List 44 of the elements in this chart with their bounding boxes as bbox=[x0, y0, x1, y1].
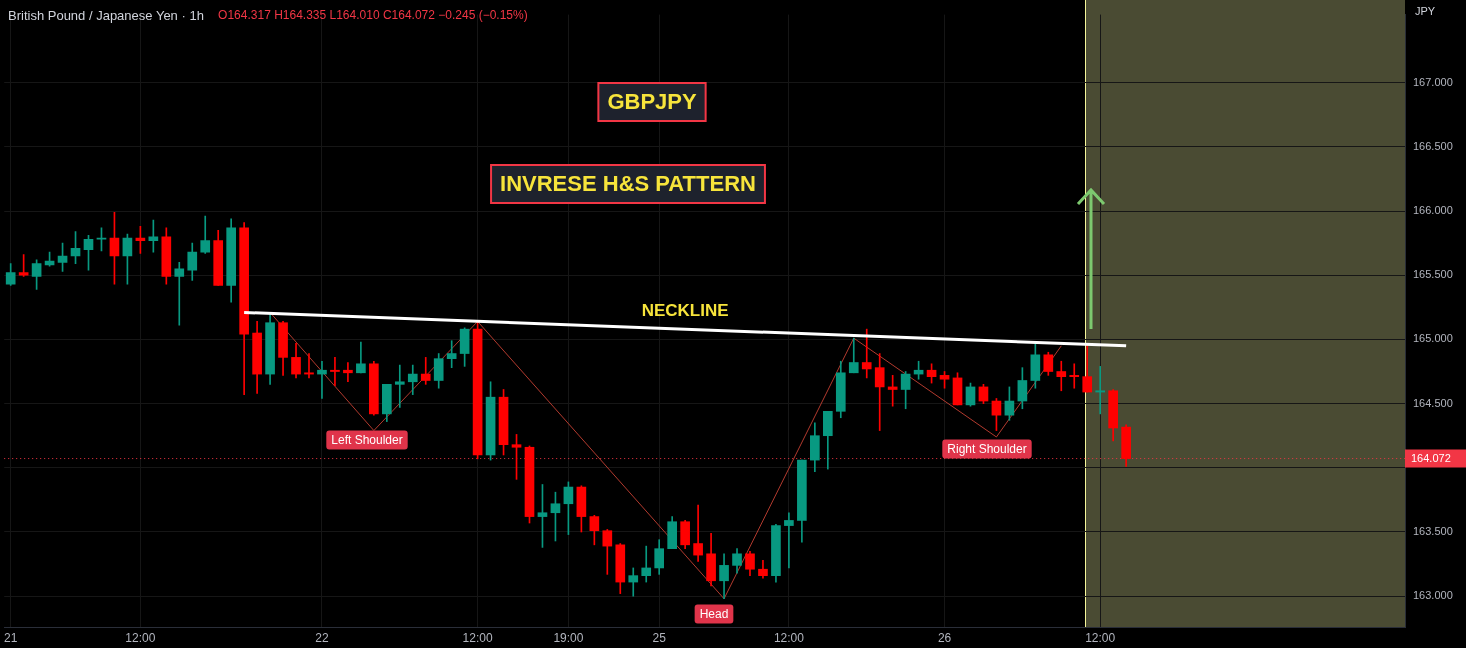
candlestick bbox=[641, 545, 652, 583]
annotation: Head bbox=[699, 607, 729, 622]
annotation: GBPJPY bbox=[607, 89, 697, 115]
candlestick bbox=[784, 512, 794, 569]
candlestick bbox=[1056, 360, 1067, 392]
candlestick bbox=[861, 328, 872, 379]
candlestick bbox=[874, 353, 885, 431]
x-tick-label: 22 bbox=[315, 630, 329, 645]
candlestick bbox=[1095, 366, 1106, 415]
candlestick bbox=[330, 357, 340, 386]
y-tick-label: 165.000 bbox=[1413, 332, 1453, 345]
y-axis-title: JPY bbox=[1415, 5, 1436, 18]
candlestick bbox=[304, 353, 314, 379]
chart-title: British Pound / Japanese Yen · 1h bbox=[8, 7, 204, 23]
x-tick-label: 26 bbox=[937, 630, 952, 645]
y-tick-label: 166.500 bbox=[1413, 139, 1453, 152]
y-tick-label: 166.000 bbox=[1413, 204, 1453, 217]
x-tick-label: 25 bbox=[652, 630, 667, 645]
candlestick bbox=[343, 362, 353, 383]
candlestick bbox=[317, 360, 327, 399]
x-tick-label: 12:00 bbox=[773, 630, 805, 645]
candlestick bbox=[693, 504, 703, 562]
y-tick-label: 167.000 bbox=[1413, 75, 1453, 88]
x-tick-label: 21 bbox=[3, 630, 18, 645]
annotation: Left Shoulder bbox=[331, 433, 403, 448]
annotation: Right Shoulder bbox=[947, 442, 1027, 457]
candlestick bbox=[628, 567, 639, 597]
x-tick-label: 12:00 bbox=[125, 630, 156, 645]
y-tick-label: 163.000 bbox=[1413, 589, 1453, 602]
series-label: NECKLINE bbox=[641, 300, 729, 320]
y-tick-label: 164.500 bbox=[1413, 396, 1453, 409]
x-tick-label: 12:00 bbox=[1085, 630, 1116, 645]
ref-line-label: 164.072 bbox=[1411, 451, 1451, 464]
x-tick-label: 19:00 bbox=[553, 630, 584, 645]
x-tick-label: 12:00 bbox=[462, 630, 493, 645]
candlestick bbox=[420, 357, 431, 385]
candlestick bbox=[1069, 363, 1080, 389]
candlestick bbox=[446, 340, 457, 368]
candlestick bbox=[174, 262, 185, 326]
y-tick-label: 163.500 bbox=[1413, 525, 1453, 538]
candlestick bbox=[394, 364, 405, 408]
annotation: INVRESE H&S PATTERN bbox=[500, 171, 756, 197]
annotation: O164.317 H164.335 L164.010 C164.072 −0.245 (−0.15%) bbox=[218, 8, 528, 23]
y-tick-label: 165.500 bbox=[1413, 268, 1453, 281]
